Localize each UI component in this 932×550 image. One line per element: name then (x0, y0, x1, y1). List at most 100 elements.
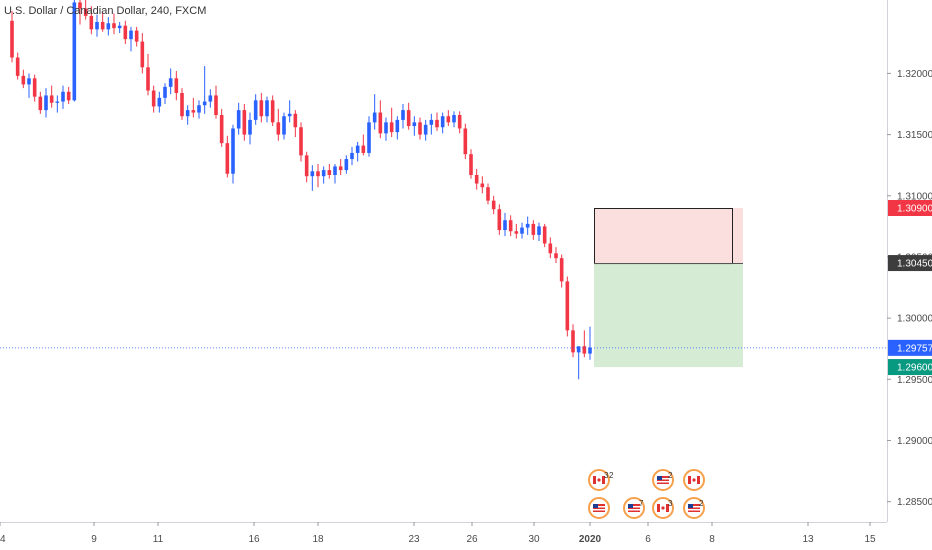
candle-body[interactable] (21, 75, 26, 85)
candle-body[interactable] (412, 122, 417, 127)
candle-body[interactable] (214, 95, 218, 116)
candle-body[interactable] (100, 22, 105, 30)
candle-body[interactable] (95, 22, 99, 30)
candle-body[interactable] (259, 100, 264, 117)
candle-body[interactable] (276, 122, 281, 135)
candle-body[interactable] (520, 227, 524, 234)
candle-body[interactable] (38, 96, 43, 111)
candle-body[interactable] (219, 115, 224, 144)
candle-body[interactable] (185, 110, 190, 117)
candle-body[interactable] (542, 226, 547, 244)
candle-body[interactable] (316, 171, 320, 177)
candle-body[interactable] (151, 90, 156, 107)
candle-body[interactable] (49, 95, 54, 103)
candle-body[interactable] (559, 258, 564, 282)
candle-body[interactable] (202, 101, 207, 106)
candle-body[interactable] (310, 171, 315, 177)
candle-body[interactable] (112, 23, 116, 29)
candle-body[interactable] (452, 115, 456, 123)
candle-body[interactable] (435, 119, 439, 128)
candle-body[interactable] (191, 110, 196, 113)
candle-body[interactable] (83, 8, 88, 16)
candle-body[interactable] (344, 159, 349, 171)
candle-body[interactable] (446, 116, 451, 123)
candle-body[interactable] (469, 154, 473, 175)
candle-body[interactable] (378, 112, 383, 134)
candle-body[interactable] (384, 122, 388, 134)
candle-body[interactable] (157, 97, 162, 107)
candle-body[interactable] (236, 110, 241, 129)
candle-body[interactable] (571, 330, 575, 353)
candle-body[interactable] (117, 25, 122, 29)
candle-body[interactable] (61, 91, 65, 102)
candle-body[interactable] (168, 78, 173, 87)
candle-body[interactable] (146, 67, 150, 91)
candle-body[interactable] (531, 223, 536, 235)
candle-body[interactable] (497, 209, 502, 231)
candle-body[interactable] (327, 170, 332, 175)
candle-body[interactable] (463, 128, 468, 155)
candle-body[interactable] (208, 95, 213, 102)
candle-body[interactable] (486, 187, 490, 201)
candle-body[interactable] (225, 143, 230, 174)
candle-body[interactable] (361, 145, 366, 153)
candle-body[interactable] (355, 145, 360, 153)
candle-body[interactable] (242, 110, 247, 135)
candle-body[interactable] (10, 20, 14, 58)
candle-body[interactable] (401, 110, 405, 120)
candle-body[interactable] (163, 86, 167, 98)
candle-body[interactable] (514, 231, 519, 234)
candle-body[interactable] (565, 281, 570, 331)
candle-body[interactable] (406, 110, 411, 127)
candle-body[interactable] (474, 174, 479, 184)
candle-body[interactable] (321, 170, 326, 177)
candle-body[interactable] (389, 122, 394, 133)
candle-body[interactable] (72, 2, 77, 101)
candle-body[interactable] (367, 122, 371, 153)
candle-body[interactable] (423, 124, 428, 135)
candle-body[interactable] (480, 183, 485, 188)
candle-body[interactable] (418, 122, 422, 135)
candle-body[interactable] (44, 95, 48, 111)
candle-body[interactable] (491, 200, 496, 210)
candle-body[interactable] (525, 223, 530, 228)
candle-body[interactable] (248, 119, 252, 135)
candle-body[interactable] (134, 30, 139, 42)
target-zone[interactable] (594, 263, 743, 368)
candle-body[interactable] (129, 30, 133, 40)
candle-body[interactable] (106, 23, 111, 30)
candle-body[interactable] (503, 220, 507, 231)
candle-body[interactable] (508, 220, 513, 232)
candle-body[interactable] (32, 78, 37, 97)
candle-body[interactable] (78, 2, 82, 9)
candle-body[interactable] (350, 152, 354, 160)
candle-body[interactable] (576, 346, 581, 353)
candle-body[interactable] (333, 166, 337, 175)
candle-body[interactable] (588, 347, 592, 354)
candle-body[interactable] (55, 101, 60, 103)
candle-body[interactable] (582, 346, 587, 354)
candle-body[interactable] (174, 78, 179, 93)
candle-body[interactable] (299, 127, 303, 156)
candle-body[interactable] (287, 113, 292, 117)
candle-body[interactable] (457, 115, 462, 129)
candle-body[interactable] (270, 100, 275, 123)
candle-body[interactable] (282, 116, 286, 135)
candle-body[interactable] (537, 226, 541, 235)
candle-body[interactable] (429, 119, 434, 125)
candle-body[interactable] (123, 25, 128, 40)
candle-body[interactable] (231, 128, 235, 174)
candle-body[interactable] (265, 100, 269, 117)
candle-body[interactable] (253, 100, 258, 120)
candle-body[interactable] (554, 253, 558, 259)
candle-body[interactable] (180, 92, 184, 117)
candle-body[interactable] (15, 57, 20, 76)
candle-body[interactable] (304, 155, 309, 177)
candle-body[interactable] (395, 119, 400, 133)
candle-body[interactable] (548, 243, 553, 254)
candle-body[interactable] (27, 78, 31, 85)
candle-body[interactable] (372, 112, 377, 123)
candle-body[interactable] (440, 116, 445, 128)
candle-body[interactable] (140, 41, 145, 68)
